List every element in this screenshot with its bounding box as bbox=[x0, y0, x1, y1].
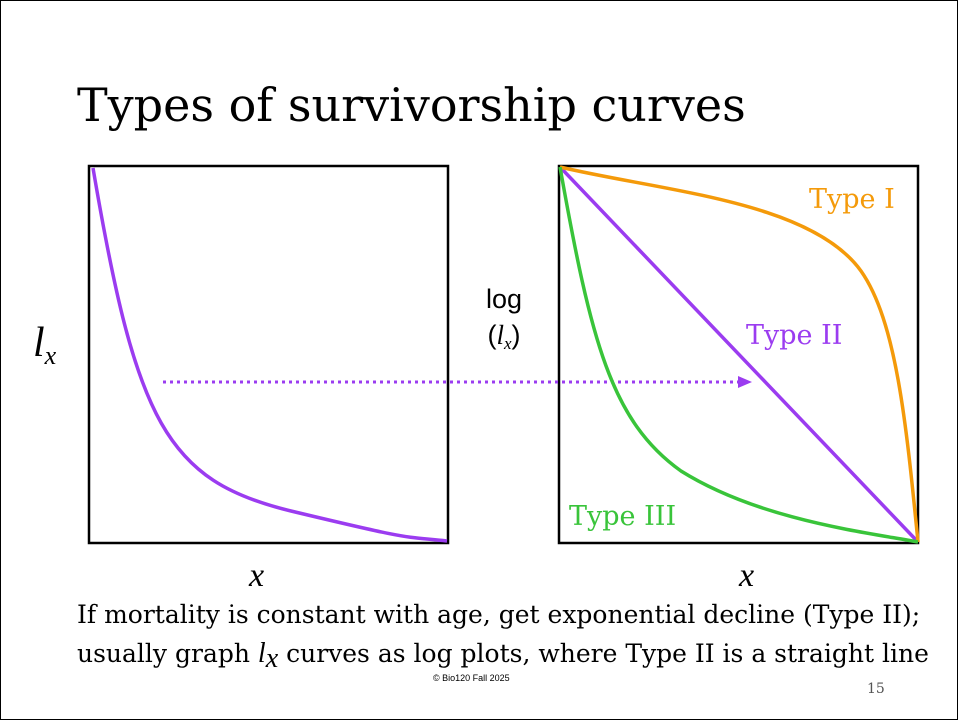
page-number: 15 bbox=[867, 681, 885, 697]
type3-curve bbox=[558, 166, 919, 544]
left-y-axis-label: lx bbox=[33, 320, 57, 370]
left-lx-curve bbox=[91, 167, 448, 543]
type2-label: Type II bbox=[746, 320, 843, 351]
slide-title: Types of survivorship curves bbox=[77, 78, 746, 132]
right-y-axis-label: log (lx) bbox=[485, 284, 523, 353]
right-x-axis-label: x bbox=[739, 557, 755, 594]
type1-curve bbox=[559, 165, 920, 543]
type2-curve bbox=[558, 165, 920, 544]
footer-copyright: © Bio120 Fall 2025 bbox=[433, 673, 510, 683]
left-plot-frame bbox=[87, 164, 450, 545]
type3-label: Type III bbox=[569, 501, 677, 532]
type1-label: Type I bbox=[809, 184, 895, 215]
right-plot-frame bbox=[557, 164, 920, 545]
caption: If mortality is constant with age, get e… bbox=[77, 600, 929, 674]
transform-arrow-head bbox=[738, 376, 752, 388]
left-x-axis-label: x bbox=[249, 557, 265, 594]
